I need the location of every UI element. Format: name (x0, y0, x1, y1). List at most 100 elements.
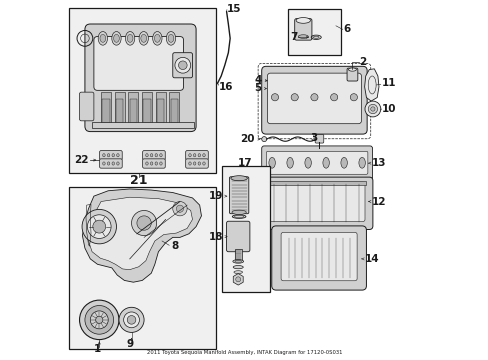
Ellipse shape (139, 32, 148, 45)
Ellipse shape (150, 162, 153, 165)
Bar (272, 71, 277, 75)
Ellipse shape (203, 154, 205, 157)
Ellipse shape (198, 154, 200, 157)
Text: 5: 5 (254, 83, 261, 93)
Circle shape (172, 202, 187, 216)
Text: 16: 16 (218, 82, 232, 93)
FancyBboxPatch shape (294, 19, 311, 40)
Text: 18: 18 (208, 232, 223, 242)
Circle shape (176, 205, 183, 212)
Ellipse shape (193, 154, 196, 157)
FancyBboxPatch shape (260, 177, 372, 229)
Polygon shape (364, 69, 378, 101)
Ellipse shape (155, 154, 157, 157)
Ellipse shape (160, 162, 162, 165)
Ellipse shape (267, 87, 275, 90)
Circle shape (370, 107, 374, 111)
Text: 10: 10 (381, 104, 395, 114)
Circle shape (178, 61, 187, 69)
Circle shape (235, 277, 240, 282)
Ellipse shape (113, 35, 119, 42)
FancyBboxPatch shape (267, 182, 364, 222)
Text: 9: 9 (126, 339, 133, 349)
Ellipse shape (112, 32, 121, 45)
Text: 19: 19 (208, 191, 223, 201)
Bar (102, 99, 109, 123)
Text: 20: 20 (240, 134, 254, 144)
FancyBboxPatch shape (267, 73, 361, 124)
FancyBboxPatch shape (316, 146, 322, 153)
Ellipse shape (145, 162, 148, 165)
Circle shape (131, 211, 156, 235)
Text: 7: 7 (290, 32, 297, 42)
FancyBboxPatch shape (261, 146, 372, 180)
Text: 3: 3 (310, 133, 317, 143)
Ellipse shape (203, 162, 205, 165)
Ellipse shape (168, 35, 174, 42)
Ellipse shape (233, 271, 242, 274)
FancyBboxPatch shape (346, 68, 357, 81)
FancyBboxPatch shape (261, 66, 366, 134)
Text: 2011 Toyota Sequoia Manifold Assembly, INTAK Diagram for 17120-0S031: 2011 Toyota Sequoia Manifold Assembly, I… (146, 350, 342, 355)
Circle shape (87, 215, 111, 238)
Circle shape (261, 136, 266, 141)
Ellipse shape (154, 35, 160, 42)
Ellipse shape (268, 157, 275, 168)
Text: 12: 12 (371, 197, 386, 207)
Ellipse shape (296, 18, 310, 23)
Ellipse shape (233, 266, 243, 269)
Text: 1: 1 (94, 344, 101, 354)
FancyBboxPatch shape (314, 134, 323, 143)
Ellipse shape (358, 157, 365, 168)
FancyBboxPatch shape (226, 221, 249, 252)
FancyBboxPatch shape (266, 151, 367, 174)
Ellipse shape (125, 32, 135, 45)
Ellipse shape (313, 36, 319, 39)
Ellipse shape (348, 68, 356, 71)
Circle shape (290, 94, 298, 101)
Ellipse shape (193, 162, 196, 165)
Circle shape (137, 216, 151, 230)
Text: 2: 2 (359, 57, 366, 67)
Ellipse shape (231, 210, 246, 215)
Ellipse shape (107, 154, 110, 157)
Text: 17: 17 (238, 158, 252, 168)
FancyBboxPatch shape (185, 150, 208, 160)
Bar (266, 181, 365, 185)
Text: 6: 6 (343, 24, 349, 35)
FancyBboxPatch shape (281, 232, 356, 281)
Ellipse shape (145, 154, 148, 157)
Bar (143, 99, 150, 123)
FancyBboxPatch shape (100, 159, 122, 168)
Circle shape (96, 316, 102, 323)
FancyBboxPatch shape (80, 92, 94, 121)
Text: 22: 22 (74, 155, 88, 165)
Bar (92, 122, 194, 128)
Ellipse shape (112, 154, 114, 157)
Ellipse shape (117, 162, 119, 165)
Ellipse shape (304, 157, 311, 168)
Bar (169, 92, 179, 125)
Ellipse shape (98, 32, 107, 45)
Ellipse shape (198, 162, 200, 165)
Bar (157, 99, 164, 123)
Bar (129, 99, 137, 123)
Ellipse shape (100, 35, 105, 42)
Circle shape (127, 316, 136, 324)
Ellipse shape (127, 35, 133, 42)
Ellipse shape (160, 154, 162, 157)
Ellipse shape (188, 162, 191, 165)
Bar (142, 92, 152, 125)
Bar (69, 8, 215, 173)
Ellipse shape (340, 157, 346, 168)
Ellipse shape (232, 215, 245, 219)
FancyBboxPatch shape (185, 159, 208, 168)
Text: 11: 11 (381, 78, 395, 88)
Ellipse shape (112, 162, 114, 165)
Circle shape (271, 94, 278, 101)
Text: 21: 21 (130, 174, 147, 187)
Bar (101, 92, 111, 125)
Bar (155, 92, 165, 125)
Text: 4: 4 (254, 75, 261, 85)
Bar (170, 99, 178, 123)
